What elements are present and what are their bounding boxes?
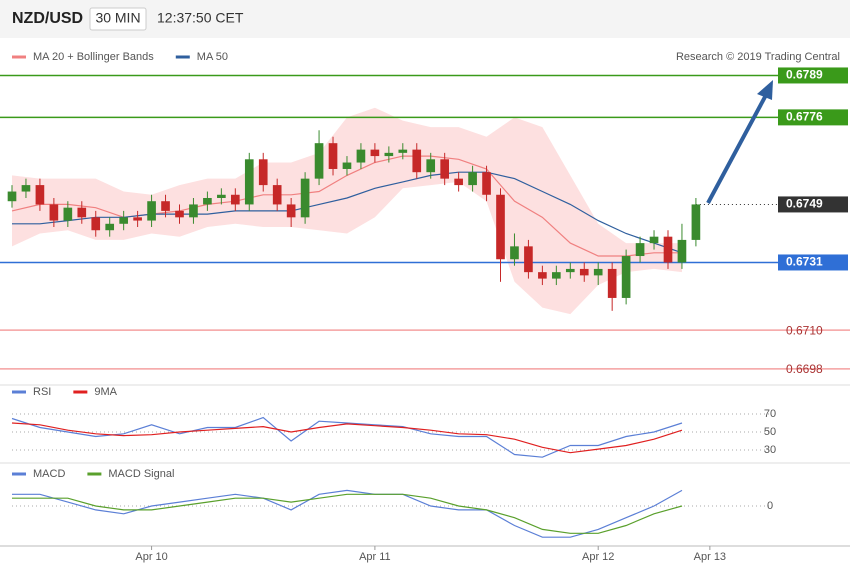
candle-body bbox=[412, 149, 422, 173]
candle-body bbox=[63, 207, 73, 221]
level-label: 0.6698 bbox=[786, 362, 823, 376]
candle-body bbox=[244, 159, 254, 205]
candle-body bbox=[426, 159, 436, 173]
candle-body bbox=[35, 185, 45, 205]
x-tick-label: Apr 12 bbox=[582, 551, 614, 563]
legend-label: MACD Signal bbox=[108, 468, 174, 480]
candle-body bbox=[356, 149, 366, 163]
candle-body bbox=[524, 246, 533, 273]
arrow-shaft bbox=[706, 94, 768, 204]
indicator-line bbox=[11, 422, 683, 454]
candle-body bbox=[552, 272, 561, 279]
candle-body bbox=[649, 236, 659, 244]
clock: 12:37:50 CET bbox=[157, 10, 244, 26]
candle-body bbox=[384, 152, 394, 157]
candle-body bbox=[565, 268, 575, 273]
candle-body bbox=[161, 201, 170, 211]
candle-body bbox=[314, 143, 324, 179]
legend-label: MACD bbox=[33, 468, 65, 480]
candle-body bbox=[175, 210, 184, 218]
candle-body bbox=[440, 159, 450, 179]
candle-body bbox=[77, 207, 87, 218]
level-box bbox=[778, 196, 848, 213]
candle-body bbox=[91, 217, 101, 231]
level-label: 0.6776 bbox=[786, 110, 823, 124]
level-label: 0.6710 bbox=[786, 323, 823, 337]
candle-body bbox=[370, 149, 380, 157]
candle-body bbox=[49, 204, 59, 221]
source: Research © 2019 Trading Central bbox=[676, 51, 840, 63]
arrow-head bbox=[757, 80, 773, 100]
candle-body bbox=[286, 204, 296, 218]
candle-body bbox=[579, 268, 589, 276]
level-box bbox=[778, 254, 848, 271]
candle-body bbox=[119, 217, 128, 224]
level-box bbox=[778, 109, 848, 126]
indicator-line bbox=[12, 489, 683, 538]
y-tick-label: 70 bbox=[764, 408, 776, 420]
candle-body bbox=[496, 194, 505, 260]
candle-body bbox=[272, 185, 282, 205]
candle-body bbox=[468, 172, 477, 186]
symbol: NZD/USD bbox=[12, 10, 83, 27]
candle-body bbox=[607, 268, 617, 298]
x-tick-label: Apr 11 bbox=[359, 551, 391, 563]
candle-body bbox=[133, 217, 142, 221]
x-tick-label: Apr 10 bbox=[135, 551, 167, 563]
candle-body bbox=[230, 194, 240, 205]
level-box bbox=[778, 67, 848, 84]
level-label: 0.6731 bbox=[786, 255, 823, 269]
indicator-line bbox=[12, 493, 683, 534]
forecast-arrow bbox=[706, 80, 773, 204]
y-tick-label: 30 bbox=[764, 444, 776, 456]
candle-body bbox=[677, 239, 687, 263]
candle-body bbox=[328, 143, 338, 169]
legend-label: MA 50 bbox=[197, 51, 228, 63]
candle-body bbox=[510, 246, 519, 260]
candle-body bbox=[203, 197, 212, 205]
x-tick-label: Apr 13 bbox=[694, 551, 726, 563]
legend-label: 9MA bbox=[94, 386, 117, 398]
candle-body bbox=[300, 178, 310, 218]
candle-body bbox=[398, 149, 408, 153]
level-label: 0.6749 bbox=[786, 197, 823, 211]
legend-label: RSI bbox=[33, 386, 51, 398]
candle-body bbox=[593, 268, 603, 276]
level-label: 0.6789 bbox=[786, 68, 823, 82]
candle-body bbox=[454, 178, 463, 186]
candle-body bbox=[21, 185, 31, 192]
candle-body bbox=[482, 172, 491, 195]
timeframe-box[interactable] bbox=[89, 7, 147, 31]
candle-body bbox=[663, 236, 673, 263]
y-tick-label: 0 bbox=[767, 500, 773, 512]
candle-body bbox=[621, 256, 631, 298]
candle-body bbox=[538, 272, 547, 279]
candle-body bbox=[635, 243, 645, 257]
candle-body bbox=[217, 194, 226, 198]
legend-label: MA 20 + Bollinger Bands bbox=[33, 51, 154, 63]
candle-body bbox=[189, 204, 198, 218]
candle-body bbox=[342, 162, 352, 169]
y-tick-label: 50 bbox=[764, 426, 776, 438]
candle-body bbox=[258, 159, 268, 186]
candle-body bbox=[105, 223, 115, 231]
candle-body bbox=[147, 201, 156, 221]
indicator-line bbox=[11, 416, 683, 458]
candle-body bbox=[7, 191, 17, 202]
candle-body bbox=[691, 204, 701, 240]
timeframe[interactable]: 30 MIN bbox=[95, 10, 140, 26]
